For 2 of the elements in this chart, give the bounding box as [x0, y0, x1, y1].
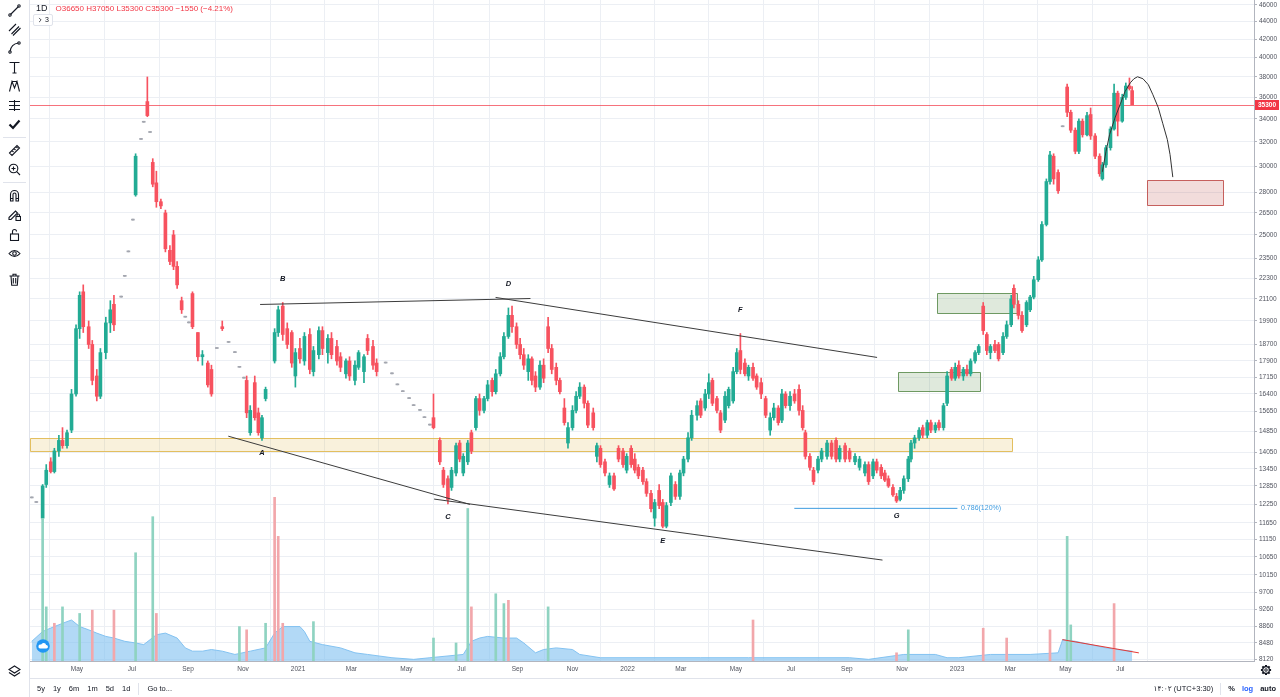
chart-title: 1D: [36, 3, 48, 13]
text: O36650 H37050 L35300 C35300 −1550 (−4.21%): [55, 4, 233, 13]
